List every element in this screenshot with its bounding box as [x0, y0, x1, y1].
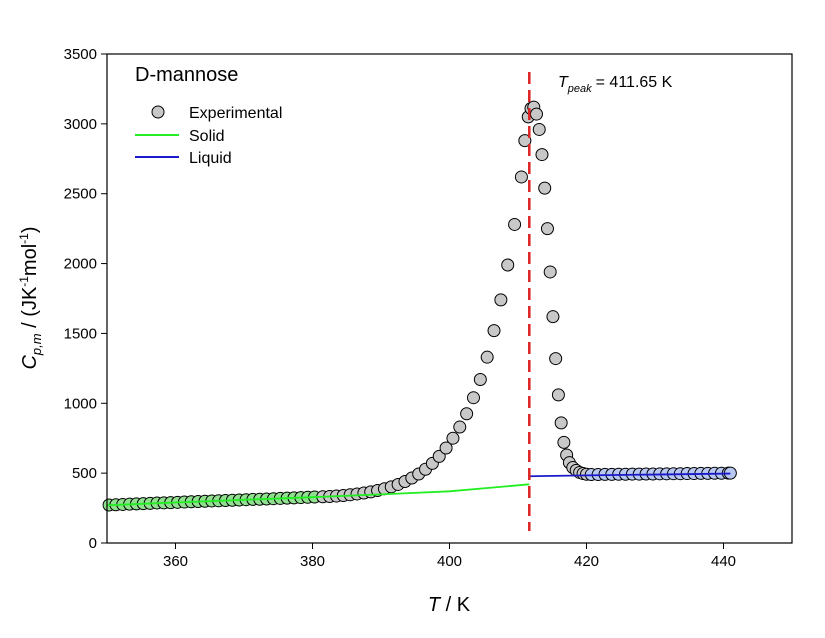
- y-tick-label: 0: [89, 535, 97, 552]
- data-point: [551, 388, 565, 402]
- legend: Experimental Solid Liquid: [135, 105, 282, 167]
- plot-layer: [102, 72, 737, 531]
- sample-name: D-mannose: [135, 64, 238, 86]
- series-liquid-line: [529, 472, 731, 478]
- y-tick-label: 3000: [64, 116, 97, 133]
- x-tick-label: 380: [300, 553, 325, 570]
- data-point: [439, 441, 453, 455]
- legend-label-liquid: Liquid: [189, 150, 232, 167]
- y-tick-label: 2000: [64, 256, 97, 273]
- data-point: [466, 391, 480, 405]
- y-tick-label: 2500: [64, 186, 97, 203]
- y-axis-subscript: p,m: [29, 333, 44, 356]
- data-point: [549, 352, 563, 366]
- legend-marker-experimental: [151, 105, 165, 119]
- data-point: [535, 148, 549, 162]
- data-point: [543, 265, 557, 279]
- data-point: [532, 122, 546, 136]
- data-point: [518, 134, 532, 148]
- legend-label-experimental: Experimental: [189, 105, 282, 122]
- x-tick-label: 420: [574, 553, 599, 570]
- peak-value: = 411.65 K: [596, 74, 673, 91]
- data-point: [557, 435, 571, 449]
- data-point: [487, 324, 501, 338]
- y-tick-label: 1000: [64, 395, 97, 412]
- peak-subscript: peak: [567, 83, 592, 95]
- legend-label-solid: Solid: [189, 128, 225, 145]
- peak-annotation: Tpeak = 411.65 K: [558, 74, 673, 95]
- y-axis-ticks: 0 500 1000 1500 2000 2500 3000 3500: [64, 46, 107, 552]
- y-axis-label: Cp,m / (JK-1mol-1): [17, 226, 44, 369]
- data-point: [546, 310, 560, 324]
- y-tick-label: 3500: [64, 46, 97, 63]
- series-solid-line: [106, 483, 530, 507]
- x-tick-label: 400: [437, 553, 462, 570]
- y-axis-sup1: -1: [17, 276, 31, 287]
- data-point: [432, 449, 446, 463]
- x-tick-label: 440: [711, 553, 736, 570]
- y-tick-label: 1500: [64, 325, 97, 342]
- data-point: [453, 420, 467, 434]
- data-point: [460, 407, 474, 421]
- data-point: [494, 293, 508, 307]
- data-point: [540, 222, 554, 236]
- x-axis-label: T / K: [428, 594, 471, 616]
- data-point: [473, 373, 487, 387]
- data-point: [554, 416, 568, 430]
- data-point: [508, 217, 522, 231]
- x-axis-unit: / K: [440, 594, 471, 616]
- peak-symbol: T: [558, 74, 569, 91]
- y-axis-symbol: C: [19, 355, 41, 370]
- y-axis-unit-prefix: / (JK: [19, 286, 41, 333]
- data-point: [501, 258, 515, 272]
- y-axis-unit-suffix: ): [19, 226, 41, 233]
- data-point: [514, 170, 528, 184]
- x-tick-label: 360: [163, 553, 188, 570]
- data-point: [446, 431, 460, 445]
- data-point: [538, 181, 552, 195]
- data-point: [529, 107, 543, 121]
- x-axis-symbol: T: [428, 594, 442, 616]
- y-tick-label: 500: [72, 465, 97, 482]
- y-axis-sup2: -1: [17, 233, 31, 244]
- x-axis-ticks: 360 380 400 420 440: [163, 543, 736, 570]
- series-experimental: [102, 100, 737, 512]
- y-axis-unit-mid: mol: [19, 244, 41, 276]
- data-point: [480, 350, 494, 364]
